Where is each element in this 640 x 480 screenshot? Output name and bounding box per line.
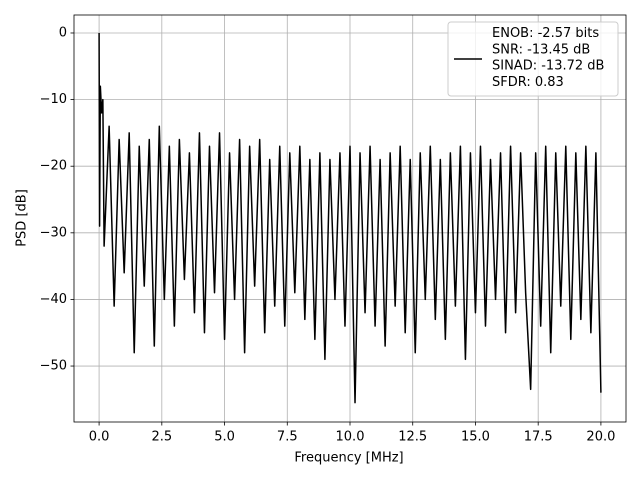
x-tick-label: 10.0 bbox=[336, 430, 365, 445]
y-axis-label: PSD [dB] bbox=[15, 189, 30, 247]
x-tick-label: 5.0 bbox=[214, 430, 235, 445]
y-tick-label: −50 bbox=[40, 359, 67, 374]
x-axis-label: Frequency [MHz] bbox=[294, 451, 403, 466]
x-tick-label: 17.5 bbox=[524, 430, 553, 445]
y-tick-label: −30 bbox=[40, 225, 67, 240]
x-tick-label: 12.5 bbox=[398, 430, 427, 445]
psd-line bbox=[98, 32, 602, 404]
y-tick-label: −10 bbox=[40, 92, 67, 107]
plot-frame bbox=[73, 14, 627, 423]
legend: ENOB: -2.57 bits SNR: -13.45 dB SINAD: -13… bbox=[447, 21, 619, 97]
y-tick-label: 0 bbox=[59, 25, 67, 40]
x-tick-label: 15.0 bbox=[461, 430, 490, 445]
y-tick-label: −20 bbox=[40, 159, 67, 174]
legend-label: ENOB: -2.57 bits SNR: -13.45 dB SINAD: -13… bbox=[492, 26, 604, 90]
x-tick-label: 2.5 bbox=[151, 430, 172, 445]
x-tick-label: 0.0 bbox=[89, 430, 110, 445]
x-tick-label: 7.5 bbox=[277, 430, 298, 445]
y-tick-label: −40 bbox=[40, 292, 67, 307]
x-tick-label: 20.0 bbox=[586, 430, 615, 445]
legend-box bbox=[447, 21, 619, 97]
